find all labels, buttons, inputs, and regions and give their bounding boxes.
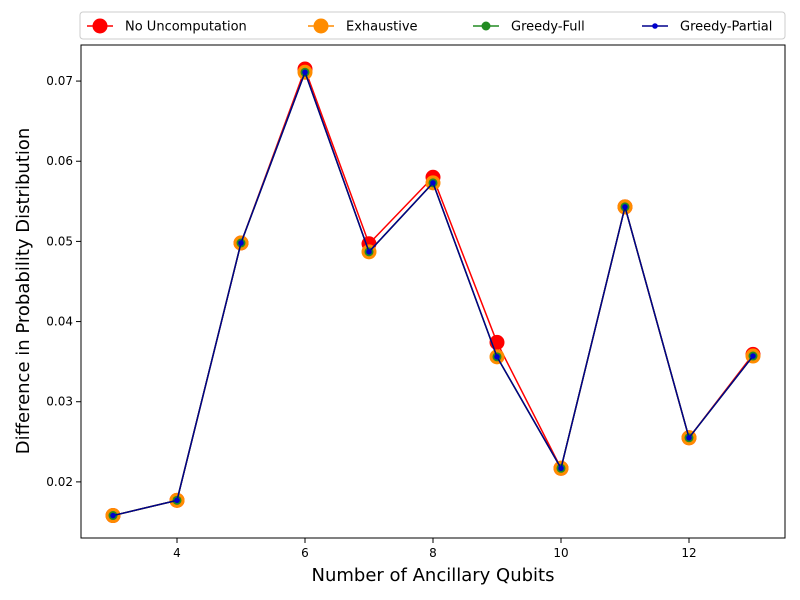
data-point bbox=[174, 497, 180, 504]
data-point bbox=[622, 204, 628, 210]
series-greedy-partial bbox=[110, 69, 756, 519]
legend-marker bbox=[481, 21, 491, 31]
data-point bbox=[750, 353, 756, 359]
legend-marker bbox=[652, 23, 658, 29]
legend-label: Exhaustive bbox=[346, 20, 418, 35]
legend-label: Greedy-Partial bbox=[680, 20, 772, 35]
data-point bbox=[302, 69, 308, 76]
x-tick-label: 4 bbox=[173, 546, 181, 560]
legend-label: Greedy-Full bbox=[511, 20, 585, 35]
data-point bbox=[110, 512, 116, 519]
legend-entry: No Uncomputation bbox=[87, 18, 247, 35]
legend-label: No Uncomputation bbox=[125, 20, 247, 35]
y-tick-label: 0.07 bbox=[46, 74, 73, 88]
y-tick-label: 0.03 bbox=[46, 395, 73, 409]
x-tick-label: 10 bbox=[553, 546, 568, 560]
legend-entry: Greedy-Partial bbox=[642, 20, 772, 35]
legend-marker bbox=[313, 18, 329, 34]
data-point bbox=[686, 435, 692, 441]
y-tick-label: 0.04 bbox=[46, 315, 73, 329]
data-point bbox=[366, 249, 372, 255]
data-point bbox=[558, 465, 564, 472]
data-point bbox=[494, 354, 500, 360]
legend-marker bbox=[92, 18, 108, 34]
series-layer bbox=[105, 61, 761, 524]
legend-entry: Greedy-Full bbox=[473, 20, 585, 35]
legend: No Uncomputation Exhaustive Greedy-Full Gre… bbox=[79, 11, 786, 40]
x-tick-label: 6 bbox=[301, 546, 309, 560]
axes-layer: 4 6 8 10 12 0.02 0.03 0.04 0.05 0.06 0.07 bbox=[46, 44, 786, 560]
x-axis-label: Number of Ancillary Qubits bbox=[312, 565, 555, 586]
plot-area bbox=[81, 45, 785, 538]
y-axis-label: Difference in Probability Distribution bbox=[13, 128, 34, 455]
data-point bbox=[238, 240, 244, 246]
x-tick-label: 12 bbox=[681, 546, 696, 560]
data-point bbox=[430, 180, 436, 186]
y-tick-label: 0.06 bbox=[46, 154, 73, 168]
legend-box bbox=[79, 11, 786, 40]
legend-entry: Exhaustive bbox=[308, 18, 418, 35]
y-tick-label: 0.05 bbox=[46, 234, 73, 248]
x-tick-label: 8 bbox=[429, 546, 437, 560]
y-tick-label: 0.02 bbox=[46, 475, 73, 489]
